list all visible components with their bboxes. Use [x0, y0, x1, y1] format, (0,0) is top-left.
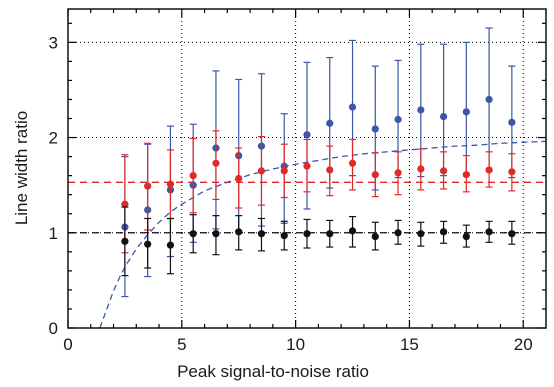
- data-point: [394, 115, 402, 124]
- data-point: [462, 108, 470, 116]
- series-0: [121, 27, 516, 298]
- data-point: [144, 240, 152, 248]
- data-point: [417, 106, 425, 114]
- plot-frame: [67, 8, 547, 329]
- data-point: [257, 167, 266, 175]
- data-point: [439, 228, 448, 236]
- data-point: [439, 167, 448, 175]
- x-tick-label: 5: [177, 335, 186, 354]
- data-point: [348, 159, 357, 167]
- data-point: [348, 103, 357, 111]
- x-tick-label: 20: [514, 335, 533, 354]
- y-tick-label: 3: [49, 33, 58, 52]
- data-point: [417, 165, 425, 173]
- data-point: [371, 232, 379, 241]
- data-point: [189, 230, 197, 238]
- data-point: [485, 166, 493, 174]
- data-point: [212, 230, 220, 238]
- data-point: [326, 119, 334, 127]
- data-point: [166, 241, 175, 249]
- data-point: [189, 172, 197, 180]
- series-2: [121, 206, 516, 277]
- data-point: [371, 125, 379, 133]
- data-point: [144, 182, 152, 190]
- data-point: [371, 171, 379, 179]
- data-point: [394, 169, 402, 177]
- data-point: [326, 230, 334, 238]
- data-point: [462, 232, 470, 241]
- data-point: [121, 200, 129, 208]
- data-point: [257, 230, 266, 238]
- x-tick-label: 0: [63, 335, 72, 354]
- data-point: [121, 237, 129, 245]
- data-point: [508, 118, 516, 126]
- data-point: [303, 162, 311, 170]
- data-point: [235, 228, 243, 236]
- data-point: [303, 230, 311, 238]
- data-point: [348, 227, 357, 235]
- data-series: [121, 27, 516, 298]
- axis-tick-labels: 0 5 10 15 20 0 1 2 3: [49, 33, 533, 354]
- data-point: [212, 159, 220, 167]
- series-1: [121, 130, 516, 254]
- data-point: [439, 113, 448, 121]
- x-tick-label: 15: [400, 335, 419, 354]
- y-tick-label: 1: [49, 224, 58, 243]
- data-point: [280, 232, 288, 240]
- data-point: [326, 166, 334, 174]
- data-point: [417, 230, 425, 238]
- y-tick-label: 2: [49, 129, 58, 148]
- y-tick-label: 0: [49, 319, 58, 338]
- axis-ticks: [67, 9, 546, 329]
- x-tick-label: 10: [286, 335, 305, 354]
- y-axis-title: Line width ratio: [12, 111, 31, 225]
- data-point: [235, 174, 243, 183]
- data-point: [280, 167, 288, 175]
- data-point: [485, 95, 493, 104]
- data-point: [394, 229, 402, 237]
- model-curve-line: [99, 140, 546, 328]
- data-point: [508, 168, 516, 176]
- data-point: [303, 131, 311, 139]
- data-point: [462, 171, 470, 179]
- x-axis-title: Peak signal-to-noise ratio: [177, 362, 369, 381]
- model-curve: [99, 140, 546, 328]
- data-point: [166, 180, 175, 188]
- data-point: [508, 230, 516, 238]
- data-point: [485, 228, 493, 236]
